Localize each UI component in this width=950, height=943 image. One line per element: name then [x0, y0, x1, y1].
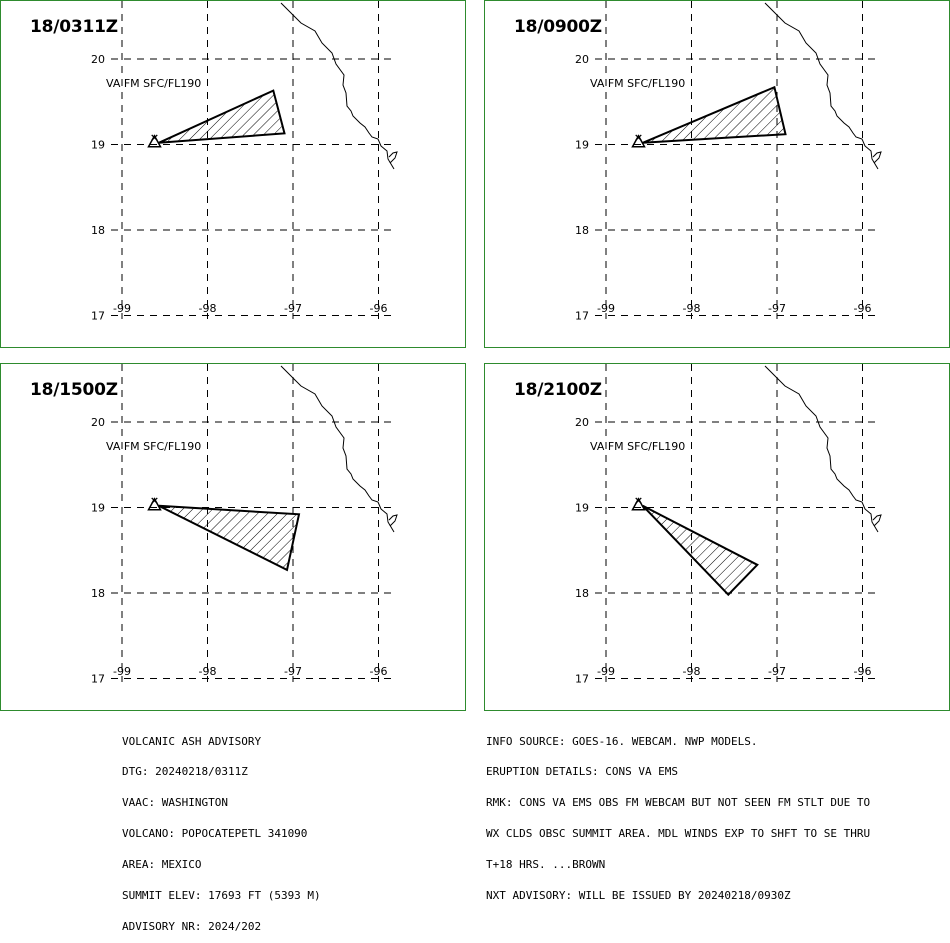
advisory-number: ADVISORY NR: 2024/202: [122, 919, 262, 933]
lon-tick-label: -99: [113, 302, 131, 315]
ash-cloud-polygon: [158, 89, 286, 144]
lon-tick-label: -97: [768, 302, 786, 315]
lon-tick-label: -99: [597, 302, 615, 315]
next-advisory: NXT ADVISORY: WILL BE ISSUED BY 20240218…: [486, 889, 791, 903]
lon-tick-label: -98: [683, 302, 701, 315]
lon-tick-label: -97: [284, 665, 302, 678]
remarks-line-1: RMK: CONS VA EMS OBS FM WEBCAM BUT NOT S…: [486, 796, 871, 810]
volcano-triangle-icon: [631, 134, 646, 148]
remarks-line-3: T+18 HRS. ...BROWN: [486, 858, 606, 872]
remarks-line-2: WX CLDS OBSC SUMMIT AREA. MDL WINDS EXP …: [486, 827, 871, 841]
lat-tick-label: 19: [91, 139, 105, 152]
volcano-triangle-icon: [631, 497, 646, 511]
lat-tick-label: 17: [575, 310, 589, 323]
coastline: [280, 2, 395, 170]
lon-tick-label: -96: [370, 302, 388, 315]
map-panel-3: 20 19 18 17 -99 -98 -97 -96 VA FM SFC/FL190 × 18/…: [0, 363, 466, 711]
lat-tick-label: 19: [91, 502, 105, 515]
lat-tick-label: 19: [575, 139, 589, 152]
coastline: [764, 365, 879, 533]
volcano-triangle-icon: [147, 497, 162, 511]
volcano-x-icon: ×: [634, 131, 643, 144]
lat-tick-label: 18: [91, 587, 105, 600]
lat-tick-label: 18: [575, 224, 589, 237]
volcano-x-icon: ×: [150, 131, 159, 144]
map-panel-2: 20 19 18 17 -99 -98 -97 -96 VA FM SFC/FL190 × 18/…: [484, 0, 950, 348]
lon-tick-label: -97: [284, 302, 302, 315]
lon-tick-label: -98: [683, 665, 701, 678]
lat-tick-label: 18: [575, 587, 589, 600]
lat-tick-label: 17: [91, 673, 105, 686]
advisory-volcano: VOLCANO: POPOCATEPETL 341090: [122, 827, 308, 841]
eruption-details: ERUPTION DETAILS: CONS VA EMS: [486, 765, 679, 779]
lon-tick-label: -98: [199, 302, 217, 315]
panel-time-label: 18/0311Z: [30, 17, 118, 37]
advisory-info-left: VOLCANIC ASH ADVISORY DTG: 20240218/0311…: [122, 716, 321, 943]
coastline: [280, 365, 395, 533]
info-source: INFO SOURCE: GOES-16. WEBCAM. NWP MODELS…: [486, 734, 758, 748]
ash-cloud-polygon: [158, 504, 301, 572]
volcano-x-icon: ×: [634, 494, 643, 507]
coastline-detail: [388, 151, 398, 164]
coastline-detail: [872, 514, 882, 527]
lat-tick-label: 18: [91, 224, 105, 237]
advisory-vaac: VAAC: WASHINGTON: [122, 796, 228, 810]
map-canvas: 20 19 18 17 -99 -98 -97 -96 VA FM SFC/FL190 ×: [575, 1, 882, 323]
coastline: [764, 2, 879, 170]
ash-cloud-polygon: [642, 504, 759, 597]
lon-tick-label: -96: [370, 665, 388, 678]
lat-tick-label: 20: [91, 53, 105, 66]
lon-tick-label: -96: [854, 302, 872, 315]
volcano-x-icon: ×: [150, 494, 159, 507]
map-canvas: 20 19 18 17 -99 -98 -97 -96 VA FM SFC/FL190 ×: [91, 364, 398, 686]
lon-tick-label: -97: [768, 665, 786, 678]
coastline-detail: [388, 514, 398, 527]
coastline-detail: [872, 151, 882, 164]
panel-time-label: 18/1500Z: [30, 380, 118, 400]
advisory-title: VOLCANIC ASH ADVISORY: [122, 734, 262, 748]
advisory-summit-elev: SUMMIT ELEV: 17693 FT (5393 M): [122, 889, 321, 903]
advisory-area: AREA: MEXICO: [122, 858, 202, 872]
ash-cloud-label: VA FM SFC/FL190: [590, 77, 685, 90]
map-canvas: 20 19 18 17 -99 -98 -97 -96 VA FM SFC/FL190 ×: [91, 1, 398, 323]
map-panel-1: 20 19 18 17 -99 -98 -97 -96 VA FM SFC/FL190 × 18/…: [0, 0, 466, 348]
volcano-triangle-icon: [147, 134, 162, 148]
lon-tick-label: -96: [854, 665, 872, 678]
lat-tick-label: 17: [575, 673, 589, 686]
ash-cloud-label: VA FM SFC/FL190: [106, 77, 201, 90]
lat-tick-label: 20: [575, 53, 589, 66]
map-panel-4: 20 19 18 17 -99 -98 -97 -96 VA FM SFC/FL190 × 18/…: [484, 363, 950, 711]
lat-tick-label: 19: [575, 502, 589, 515]
lon-tick-label: -98: [199, 665, 217, 678]
panel-time-label: 18/2100Z: [514, 380, 602, 400]
lat-tick-label: 20: [575, 416, 589, 429]
advisory-info-right: INFO SOURCE: GOES-16. WEBCAM. NWP MODELS…: [486, 716, 870, 912]
map-canvas: 20 19 18 17 -99 -98 -97 -96 VA FM SFC/FL190 ×: [575, 364, 882, 686]
lat-tick-label: 20: [91, 416, 105, 429]
ash-cloud-label: VA FM SFC/FL190: [106, 440, 201, 453]
lon-tick-label: -99: [113, 665, 131, 678]
ash-cloud-label: VA FM SFC/FL190: [590, 440, 685, 453]
lon-tick-label: -99: [597, 665, 615, 678]
ash-cloud-polygon: [642, 85, 787, 144]
panel-time-label: 18/0900Z: [514, 17, 602, 37]
lat-tick-label: 17: [91, 310, 105, 323]
advisory-dtg: DTG: 20240218/0311Z: [122, 765, 248, 779]
